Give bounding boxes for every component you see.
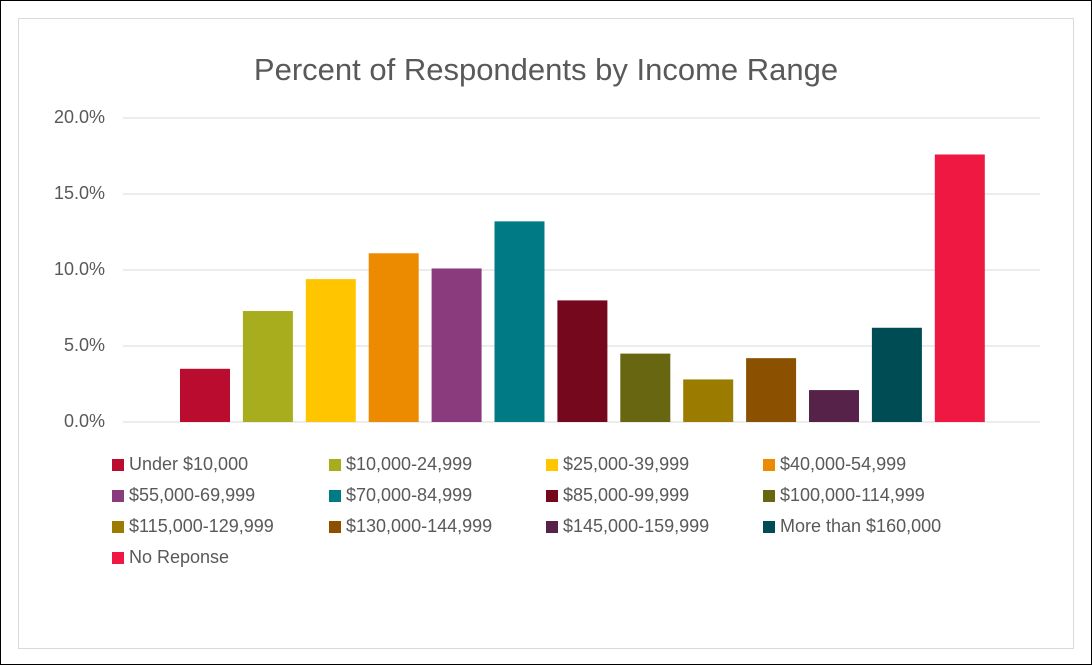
legend-label: Under $10,000: [129, 454, 248, 474]
legend-label: More than $160,000: [780, 516, 941, 536]
legend-swatch: [329, 490, 341, 502]
y-tick-label: 10.0%: [54, 259, 105, 279]
bar: [180, 368, 230, 422]
legend-swatch: [546, 490, 558, 502]
y-tick-label: 20.0%: [54, 107, 105, 127]
legend-label: $85,000-99,999: [563, 485, 689, 505]
bar: [368, 253, 419, 422]
bar: [934, 154, 985, 423]
legend-label: $130,000-144,999: [346, 516, 492, 536]
y-tick-label: 5.0%: [64, 335, 105, 355]
legend-swatch: [763, 521, 775, 533]
legend-label: $25,000-39,999: [563, 454, 689, 474]
legend-swatch: [763, 490, 775, 502]
bar: [746, 358, 797, 422]
legend-swatch: [546, 459, 558, 471]
bar: [431, 268, 482, 422]
legend-label: $40,000-54,999: [780, 454, 906, 474]
y-tick-label: 15.0%: [54, 183, 105, 203]
legend-label: $100,000-114,999: [780, 485, 925, 505]
legend-label: $115,000-129,999: [129, 516, 274, 536]
bar: [305, 279, 356, 422]
chart-title: Percent of Respondents by Income Range: [254, 52, 838, 87]
bar: [683, 379, 734, 422]
bar: [809, 390, 859, 422]
legend-label: $145,000-159,999: [563, 516, 709, 536]
y-tick-label: 0.0%: [64, 411, 105, 431]
legend-swatch: [112, 459, 124, 471]
bar: [494, 221, 545, 422]
legend-label: No Reponse: [129, 547, 229, 567]
bar: [242, 311, 293, 422]
legend-swatch: [112, 490, 124, 502]
legend-label: $10,000-24,999: [346, 454, 472, 474]
legend-label: $55,000-69,999: [129, 485, 255, 505]
legend-swatch: [329, 459, 341, 471]
legend-swatch: [112, 521, 124, 533]
legend-swatch: [763, 459, 775, 471]
bar: [620, 353, 671, 422]
legend-swatch: [329, 521, 341, 533]
bar: [557, 300, 608, 422]
legend-label: $70,000-84,999: [346, 485, 472, 505]
legend-swatch: [112, 552, 124, 564]
legend-swatch: [546, 521, 558, 533]
bar: [871, 327, 922, 422]
